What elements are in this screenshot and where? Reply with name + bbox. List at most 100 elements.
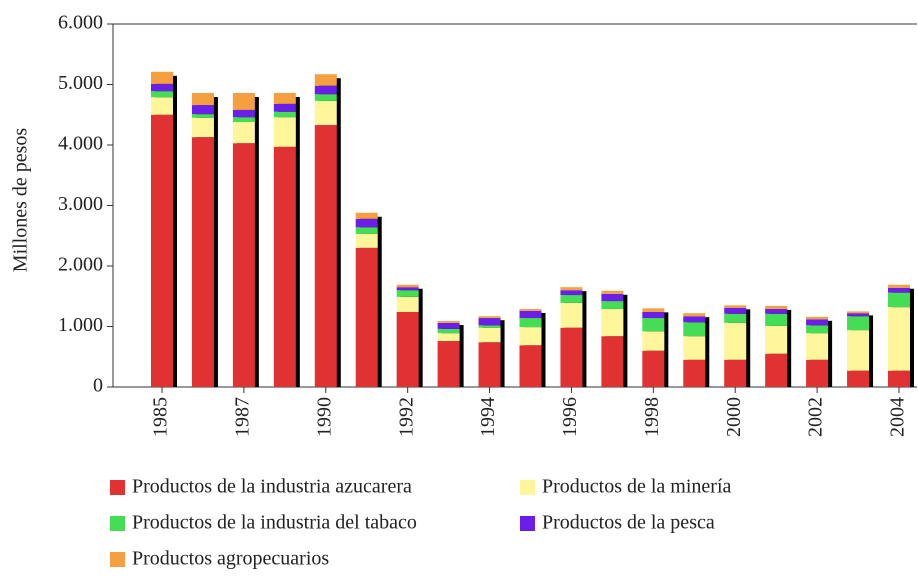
y-tick-label: 1.000 (58, 314, 103, 336)
bar-segment (478, 316, 501, 319)
bar-segment (683, 316, 706, 323)
bar-segment (232, 143, 255, 387)
bar-segment (314, 94, 337, 101)
bar-segment (151, 91, 173, 98)
bar-segment (806, 325, 829, 334)
x-tick-label: 1996 (559, 397, 581, 437)
bar-segment (437, 322, 460, 329)
legend-swatch (110, 480, 125, 495)
bar-segment (765, 353, 788, 387)
bar-segment (765, 308, 788, 314)
bar-segment (888, 292, 910, 308)
bar-segment (273, 111, 296, 118)
bar-segment (355, 218, 378, 228)
bar-segment (847, 370, 870, 387)
bar-segment (396, 284, 419, 288)
bar-segment (642, 350, 665, 387)
x-tick-label: 1994 (477, 397, 499, 437)
x-tick-label: 2002 (805, 397, 827, 437)
x-tick-label: 2004 (887, 397, 909, 437)
bar-segment (724, 322, 747, 360)
bar-segment (683, 322, 706, 337)
bar-segment (396, 287, 419, 291)
bar-segment (601, 308, 624, 337)
bar-segment (601, 336, 624, 387)
bar-segment (888, 284, 910, 288)
bar-segment (396, 290, 419, 297)
bar-segment (888, 287, 910, 293)
bar-segment (314, 100, 337, 126)
bar-segment (888, 307, 910, 371)
bar-segment (314, 74, 337, 86)
bar-segment (437, 341, 460, 387)
bar-segment (642, 331, 665, 351)
bar-segment (642, 308, 665, 312)
x-tick-label: 1998 (641, 397, 663, 437)
bar-segment (437, 333, 460, 342)
bar-segment (888, 370, 910, 387)
bar-segment (724, 305, 747, 308)
y-tick-label: 6.000 (58, 12, 103, 34)
bar-segment (191, 117, 214, 138)
bar-segment (478, 327, 501, 343)
bar-segment (806, 316, 829, 320)
bar-segment (355, 212, 378, 219)
bar-segment (314, 85, 337, 95)
bar-segment (847, 313, 870, 317)
bar-segment (232, 117, 255, 123)
x-tick-label: 1987 (231, 397, 253, 437)
bar-segment (519, 327, 542, 346)
bar-segment (437, 328, 460, 334)
bar-segment (683, 359, 706, 387)
bar-segment (232, 109, 255, 118)
bar-segment (273, 103, 296, 112)
bar-segment (560, 295, 583, 303)
bar-segment (191, 114, 214, 118)
legend-swatch (520, 480, 535, 495)
bar-segment (560, 302, 583, 328)
y-tick-label: 2.000 (58, 254, 103, 276)
bar-segment (724, 359, 747, 387)
bar-segment (273, 146, 296, 387)
bar-segment (765, 313, 788, 326)
bar-segment (519, 310, 542, 319)
bar-segment (519, 345, 542, 387)
bar-segment (355, 233, 378, 248)
bar-segment (601, 301, 624, 309)
legend-swatch (110, 516, 125, 531)
legend-swatch (110, 552, 125, 567)
bar-segment (478, 318, 501, 326)
bar-segment (601, 290, 624, 294)
bar-segment (806, 359, 829, 387)
bar-segment (232, 92, 255, 110)
legend-label: Productos de la industria del tabaco (132, 512, 417, 534)
bar-segment (519, 318, 542, 328)
bar-segment (191, 137, 214, 387)
y-axis-label: Millones de pesos (10, 128, 32, 273)
bar-segment (478, 325, 501, 328)
bar-segment (519, 308, 542, 311)
legend-label: Productos de la pesca (542, 512, 715, 534)
bar-segment (683, 313, 706, 317)
bar-segment (396, 311, 419, 387)
x-tick-label: 1992 (395, 397, 417, 437)
bar-segment (191, 92, 214, 106)
bar-segment (151, 97, 173, 115)
bar-segment (355, 247, 378, 387)
bar-segment (601, 293, 624, 302)
bar-segment (765, 325, 788, 354)
legend-label: Productos de la minería (542, 476, 732, 498)
y-tick-label: 4.000 (58, 133, 103, 155)
bar-segment (724, 313, 747, 323)
bar-segment (806, 319, 829, 326)
x-tick-label: 2000 (723, 397, 745, 437)
bar-segment (642, 318, 665, 332)
legend-swatch (520, 516, 535, 531)
y-tick-label: 0 (93, 375, 103, 397)
bar-segment (560, 290, 583, 296)
bar-segment (724, 307, 747, 314)
legend-label: Productos agropecuarios (132, 548, 329, 570)
bar-segment (847, 311, 870, 314)
y-tick-label: 5.000 (58, 72, 103, 94)
